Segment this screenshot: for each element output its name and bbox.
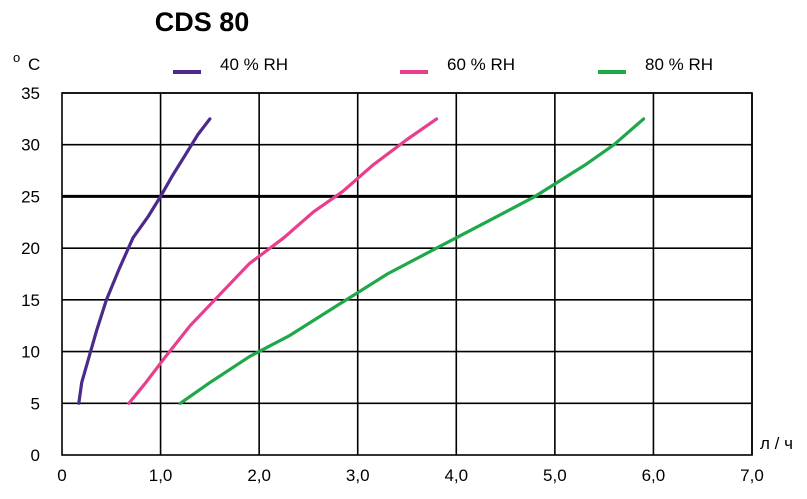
x-tick-label: 1,0 bbox=[149, 466, 173, 485]
y-tick-label: 5 bbox=[31, 394, 40, 413]
legend-label-2: 60 % RH bbox=[447, 55, 515, 74]
x-tick-label: 5,0 bbox=[543, 466, 567, 485]
x-tick-label: 4,0 bbox=[444, 466, 468, 485]
x-tick-label: 3,0 bbox=[346, 466, 370, 485]
series-line-1 bbox=[77, 117, 212, 405]
y-tick-label: 25 bbox=[21, 187, 40, 206]
y-axis-unit-label: C bbox=[28, 55, 40, 74]
x-axis-unit-label: л / ч bbox=[760, 434, 793, 453]
y-tick-label: 35 bbox=[21, 84, 40, 103]
series-line-2 bbox=[127, 117, 439, 405]
series-lines bbox=[77, 117, 646, 405]
y-tick-label: 15 bbox=[21, 291, 40, 310]
plot-frame bbox=[61, 92, 753, 456]
y-axis-unit: o C bbox=[13, 50, 40, 74]
x-axis-ticks: 0 1,0 2,0 3,0 4,0 5,0 6,0 7,0 bbox=[57, 466, 764, 485]
legend-label-3: 80 % RH bbox=[645, 55, 713, 74]
x-tick-label: 7,0 bbox=[740, 466, 764, 485]
y-tick-label: 30 bbox=[21, 136, 40, 155]
grid bbox=[61, 92, 753, 456]
y-axis-ticks: 0 5 10 15 20 25 30 35 bbox=[21, 84, 40, 465]
x-tick-label: 0 bbox=[57, 466, 66, 485]
legend: 40 % RH 60 % RH 80 % RH bbox=[173, 55, 713, 74]
y-tick-label: 10 bbox=[21, 343, 40, 362]
y-tick-label: 0 bbox=[31, 446, 40, 465]
x-tick-label: 2,0 bbox=[247, 466, 271, 485]
y-tick-label: 20 bbox=[21, 239, 40, 258]
y-axis-unit-degree: o bbox=[13, 50, 20, 65]
x-tick-label: 6,0 bbox=[642, 466, 666, 485]
series-line-3 bbox=[178, 117, 646, 405]
legend-label-1: 40 % RH bbox=[220, 55, 288, 74]
chart-title: CDS 80 bbox=[155, 7, 250, 37]
